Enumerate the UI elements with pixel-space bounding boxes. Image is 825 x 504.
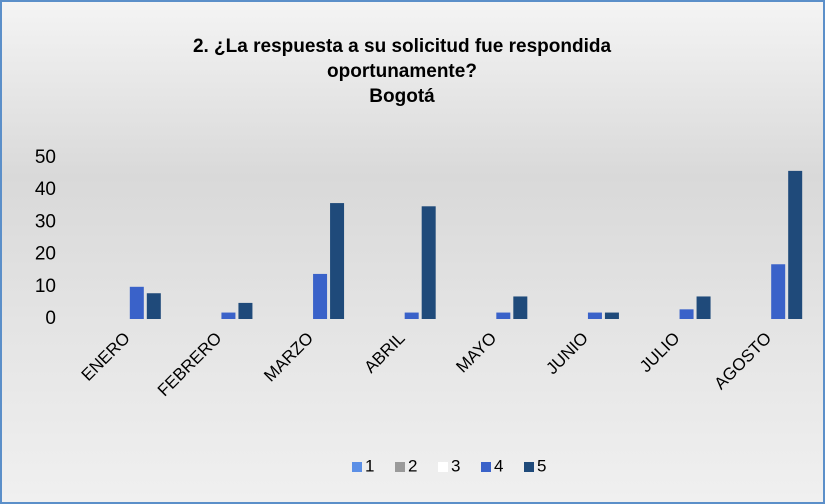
bar bbox=[129, 286, 144, 319]
legend-swatch bbox=[438, 462, 448, 472]
bar bbox=[238, 302, 253, 319]
legend-swatch bbox=[524, 462, 534, 472]
bar bbox=[146, 293, 161, 319]
bar bbox=[604, 312, 619, 319]
legend-label: 3 bbox=[451, 456, 460, 475]
y-tick-label: 20 bbox=[35, 244, 56, 265]
bar bbox=[496, 312, 511, 319]
y-tick-label: 40 bbox=[35, 179, 56, 200]
legend-label: 4 bbox=[494, 456, 503, 475]
y-tick-label: 50 bbox=[35, 147, 56, 168]
chart-title: 2. ¿La respuesta a su solicitud fue resp… bbox=[193, 36, 612, 57]
legend-label: 1 bbox=[365, 456, 374, 475]
legend-swatch bbox=[352, 462, 362, 472]
legend-label: 5 bbox=[537, 456, 546, 475]
bar bbox=[696, 296, 711, 319]
chart-title: Bogotá bbox=[369, 86, 435, 107]
bar bbox=[404, 312, 419, 319]
bar bbox=[587, 312, 602, 319]
legend-label: 2 bbox=[408, 456, 417, 475]
bar bbox=[788, 170, 803, 319]
bar bbox=[771, 264, 786, 319]
y-tick-label: 10 bbox=[35, 276, 56, 297]
legend-swatch bbox=[481, 462, 491, 472]
bar bbox=[221, 312, 236, 319]
chart-title: oportunamente? bbox=[327, 61, 477, 82]
bar bbox=[679, 309, 694, 319]
bar bbox=[330, 203, 345, 319]
legend-swatch bbox=[395, 462, 405, 472]
bar bbox=[421, 206, 436, 319]
y-tick-label: 0 bbox=[45, 308, 56, 329]
y-tick-label: 30 bbox=[35, 211, 56, 232]
bar bbox=[313, 273, 328, 319]
bar bbox=[513, 296, 528, 319]
